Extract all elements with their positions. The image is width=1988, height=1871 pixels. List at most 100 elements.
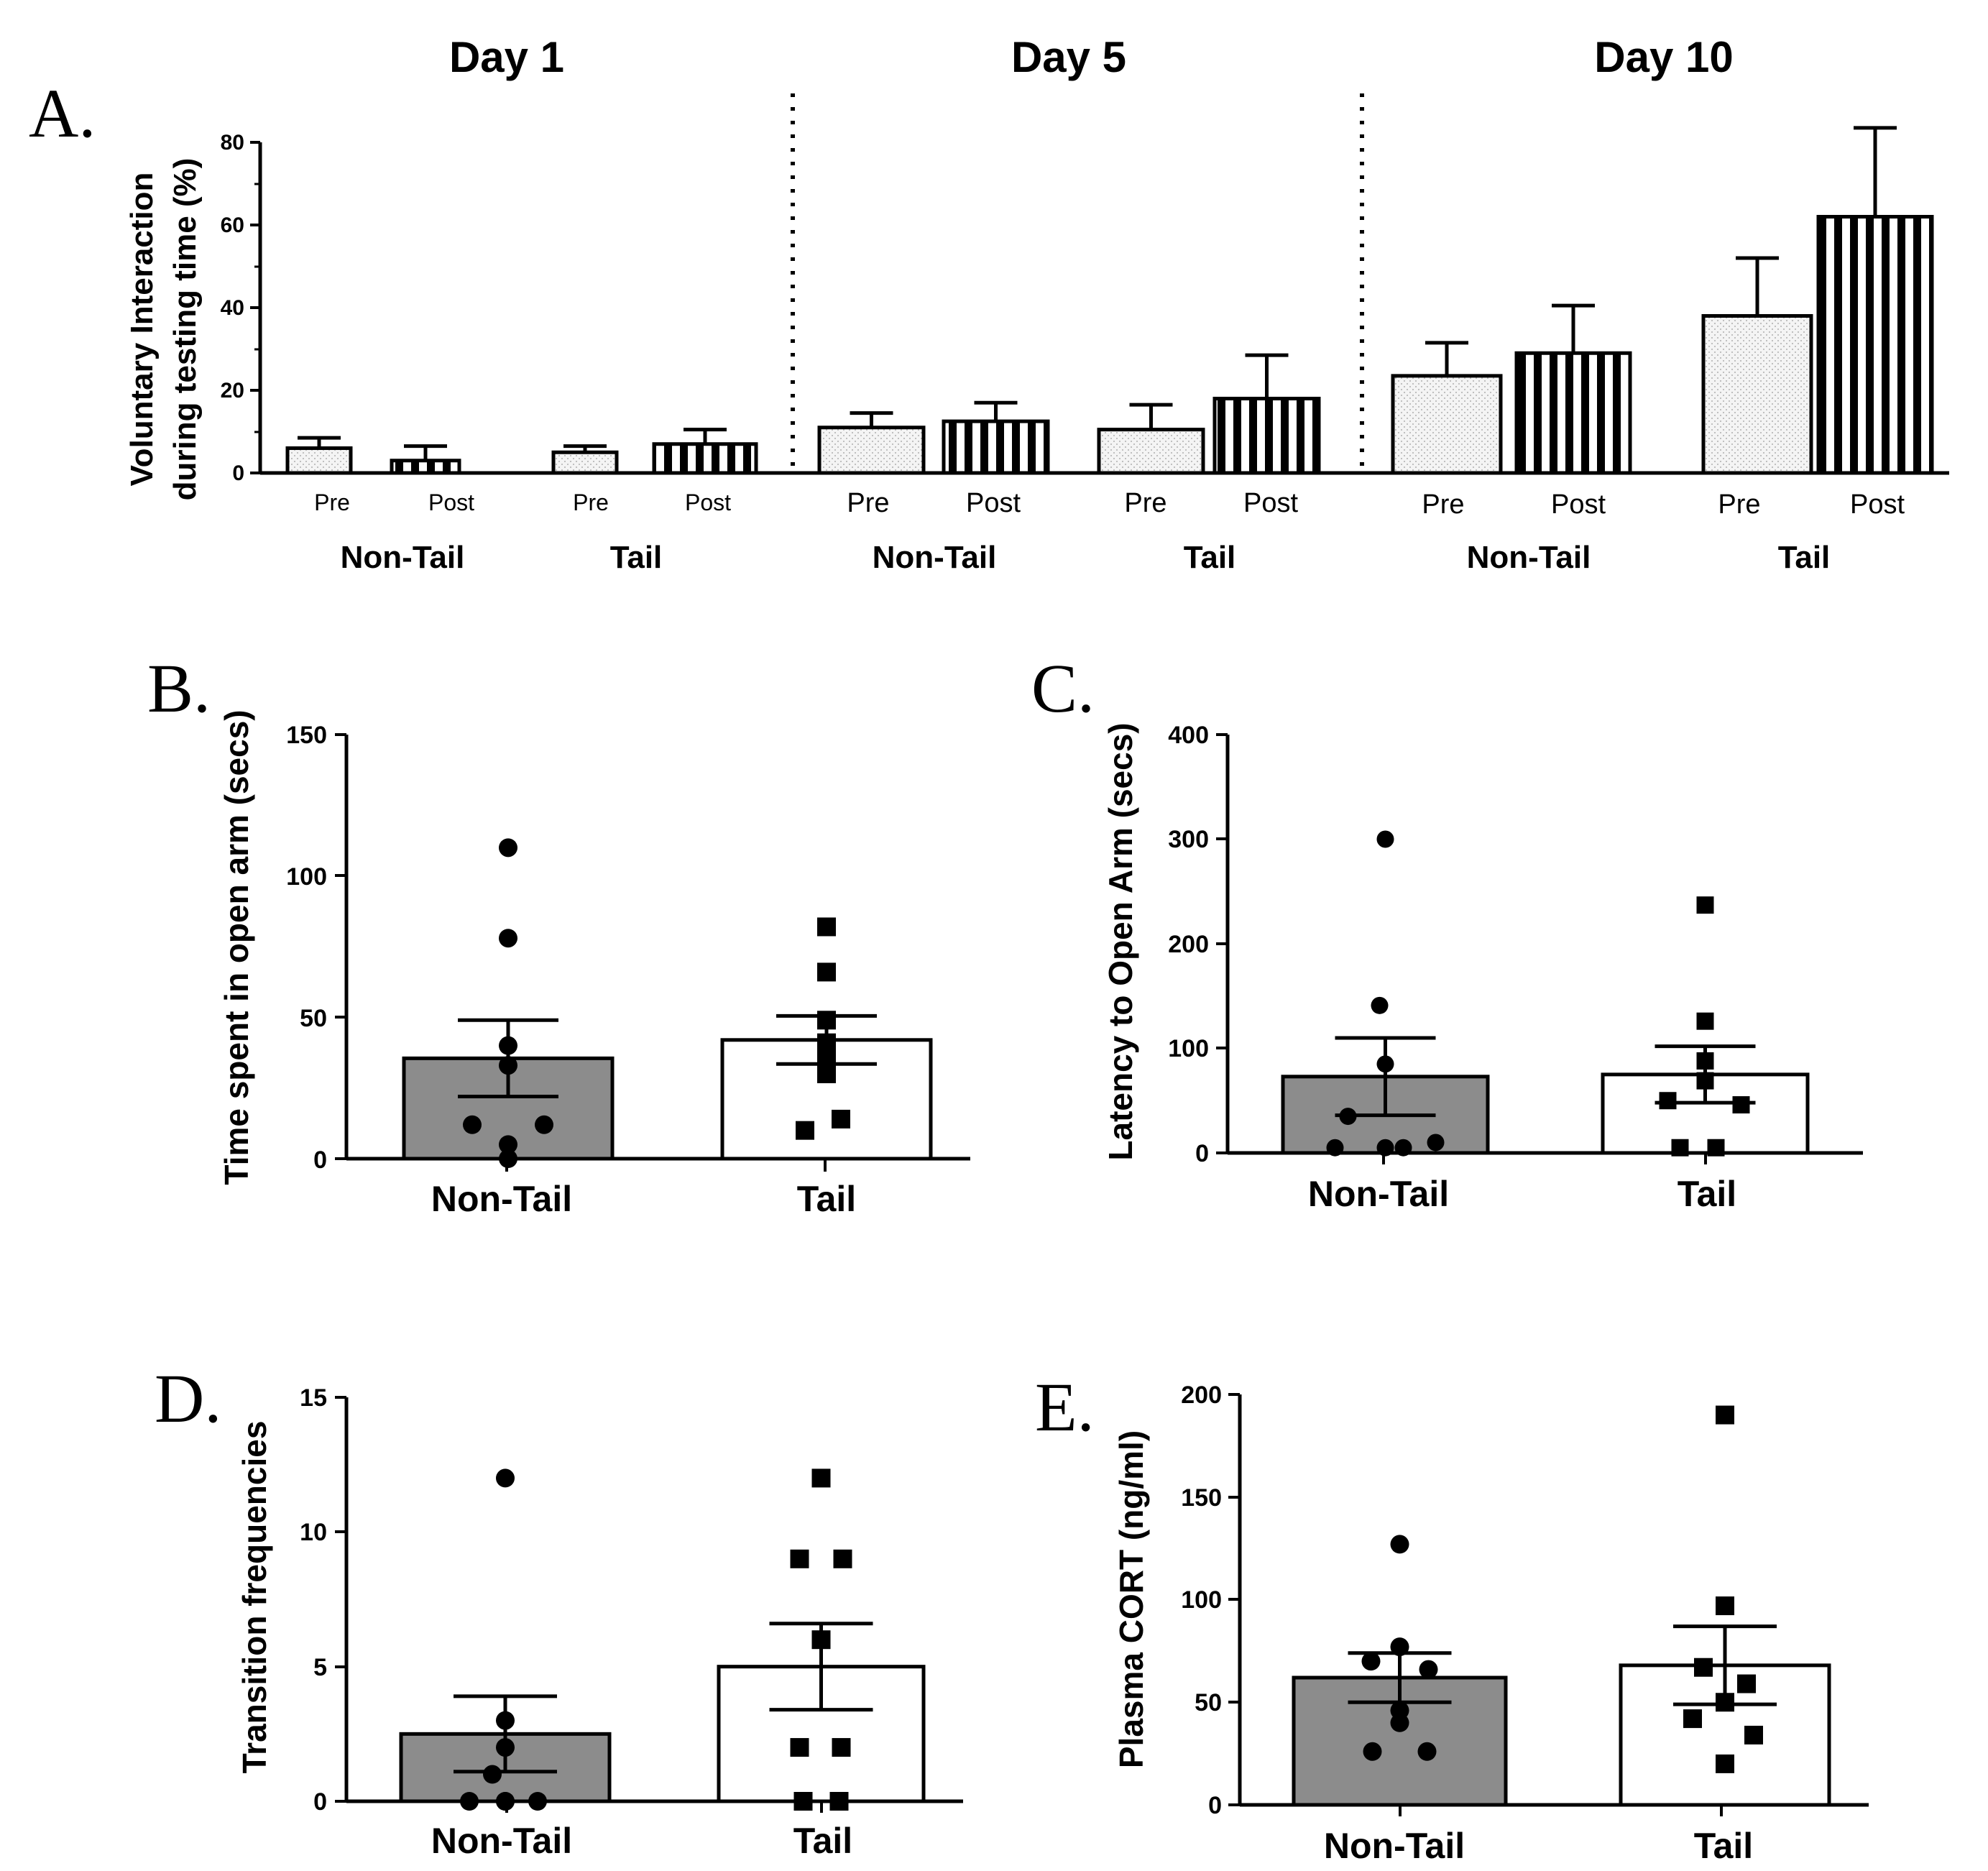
data-point-square xyxy=(1716,1693,1734,1712)
data-point-circle xyxy=(1371,996,1389,1014)
panel-c-xlabel: Non-Tail xyxy=(1308,1174,1449,1214)
panel-a-errorbars xyxy=(298,126,1897,461)
panel-a-ytick: 0 xyxy=(232,461,244,485)
bar-day5-tail-post xyxy=(1212,397,1321,475)
group-label: Tail xyxy=(610,540,663,575)
data-point-square xyxy=(1716,1405,1734,1425)
data-point-square xyxy=(833,1549,852,1568)
panel-d-ytick: 15 xyxy=(300,1384,327,1412)
bar-day1-nontail-pre xyxy=(285,446,353,475)
data-point-square xyxy=(832,1109,850,1128)
panel-b-ytick: 50 xyxy=(300,1005,327,1032)
cat-label-pre: Pre xyxy=(1718,489,1760,520)
cat-label-pre: Pre xyxy=(1422,489,1464,520)
data-point-circle xyxy=(499,929,517,948)
data-point-circle xyxy=(496,1792,515,1811)
panel-a-ytick: 60 xyxy=(221,213,244,237)
panel-e-points xyxy=(1361,1405,1763,1773)
data-point-square xyxy=(1683,1709,1702,1729)
data-point-square xyxy=(1696,896,1714,914)
bar-day10-tail-post xyxy=(1816,215,1934,475)
cat-label-post: Post xyxy=(1243,488,1298,518)
panel-c: C. Latency to Open Arm (secs) 0 100 200 … xyxy=(1031,650,1863,1214)
day10-title: Day 10 xyxy=(1594,33,1733,81)
data-point-square xyxy=(1737,1674,1756,1693)
bar-day1-tail-post xyxy=(652,442,758,475)
data-point-circle xyxy=(1361,1652,1381,1671)
panel-e-ytick: 150 xyxy=(1181,1484,1222,1512)
panel-a-ytick: 20 xyxy=(221,379,244,403)
panel-d-ytick: 5 xyxy=(313,1654,327,1681)
data-point-circle xyxy=(499,1149,517,1168)
data-point-square xyxy=(817,917,836,937)
cat-label-pre: Pre xyxy=(314,489,350,515)
bar-day10-nontail-post xyxy=(1514,351,1632,475)
bar-day10-tail-pre xyxy=(1701,314,1813,475)
data-point-circle xyxy=(483,1765,502,1784)
data-point-circle xyxy=(1326,1139,1344,1157)
data-point-square xyxy=(1744,1725,1763,1744)
panel-c-ytick: 200 xyxy=(1168,931,1209,958)
panel-e-ytick: 0 xyxy=(1208,1792,1222,1819)
data-point-square xyxy=(1696,1012,1714,1030)
panel-c-points xyxy=(1326,830,1750,1157)
panel-d-xlabel: Non-Tail xyxy=(431,1821,572,1861)
data-point-square xyxy=(817,1033,836,1052)
data-point-square xyxy=(1716,1754,1734,1773)
cat-label-post: Post xyxy=(1551,489,1606,520)
data-point-square xyxy=(1659,1092,1677,1110)
group-label: Non-Tail xyxy=(1467,540,1591,575)
data-point-circle xyxy=(1417,1742,1437,1761)
data-point-circle xyxy=(1339,1108,1357,1126)
panel-d-ytick: 10 xyxy=(300,1519,327,1546)
panel-b-ylabel: Time spent in open arm (secs) xyxy=(218,709,255,1185)
panel-e-ytick: 50 xyxy=(1195,1689,1222,1716)
panel-a-ylabel-line1: Voluntary Interaction xyxy=(124,173,160,487)
data-point-square xyxy=(817,1065,836,1083)
panel-b-xlabel: Tail xyxy=(797,1179,856,1219)
data-point-square xyxy=(811,1630,831,1650)
data-point-circle xyxy=(1427,1134,1445,1151)
data-point-circle xyxy=(463,1115,482,1134)
panel-c-ytick: 100 xyxy=(1168,1035,1209,1062)
panel-b-ytick: 0 xyxy=(313,1146,327,1174)
bar-day10-nontail-pre xyxy=(1391,374,1503,475)
data-point-circle xyxy=(1390,1637,1409,1657)
data-point-square xyxy=(1707,1139,1725,1157)
panel-b-ytick: 100 xyxy=(286,863,327,891)
panel-a-ytick: 40 xyxy=(221,296,244,320)
cat-label-pre: Pre xyxy=(1124,488,1166,518)
data-point-square xyxy=(1696,1052,1714,1070)
panel-b-points xyxy=(463,838,850,1168)
panel-c-ytick: 0 xyxy=(1195,1140,1209,1167)
panel-c-ytick: 400 xyxy=(1168,722,1209,749)
data-point-square xyxy=(790,1738,809,1757)
data-point-circle xyxy=(1390,1713,1409,1732)
cat-label-post: Post xyxy=(1850,489,1905,520)
panel-d-letter: D. xyxy=(155,1360,221,1437)
panel-b-letter: B. xyxy=(147,650,211,727)
day1-title: Day 1 xyxy=(449,33,564,81)
data-point-circle xyxy=(499,838,517,858)
panel-e-letter: E. xyxy=(1035,1369,1095,1445)
data-point-circle xyxy=(1419,1660,1438,1679)
panel-e-ytick: 200 xyxy=(1181,1382,1222,1409)
panel-c-ytick: 300 xyxy=(1168,826,1209,853)
data-point-square xyxy=(1732,1096,1750,1114)
data-point-square xyxy=(817,1011,836,1030)
cat-label-pre: Pre xyxy=(573,489,609,515)
group-label: Non-Tail xyxy=(873,540,997,575)
panel-e-xlabel: Tail xyxy=(1694,1826,1753,1866)
day5-title: Day 5 xyxy=(1011,33,1126,81)
panel-a-ytick: 80 xyxy=(221,131,244,155)
data-point-circle xyxy=(535,1115,553,1134)
bar-day5-nontail-post xyxy=(942,419,1050,475)
data-point-square xyxy=(1696,1072,1714,1090)
bar-day1-nontail-post xyxy=(390,459,461,475)
data-point-square xyxy=(793,1792,813,1811)
panel-a: A. Voluntary Interaction during testing … xyxy=(29,33,1949,575)
data-point-circle xyxy=(499,1056,517,1075)
panel-a-letter: A. xyxy=(29,75,96,152)
panel-e-ylabel: Plasma CORT (ng/ml) xyxy=(1113,1430,1150,1768)
cat-label-post: Post xyxy=(428,489,474,515)
